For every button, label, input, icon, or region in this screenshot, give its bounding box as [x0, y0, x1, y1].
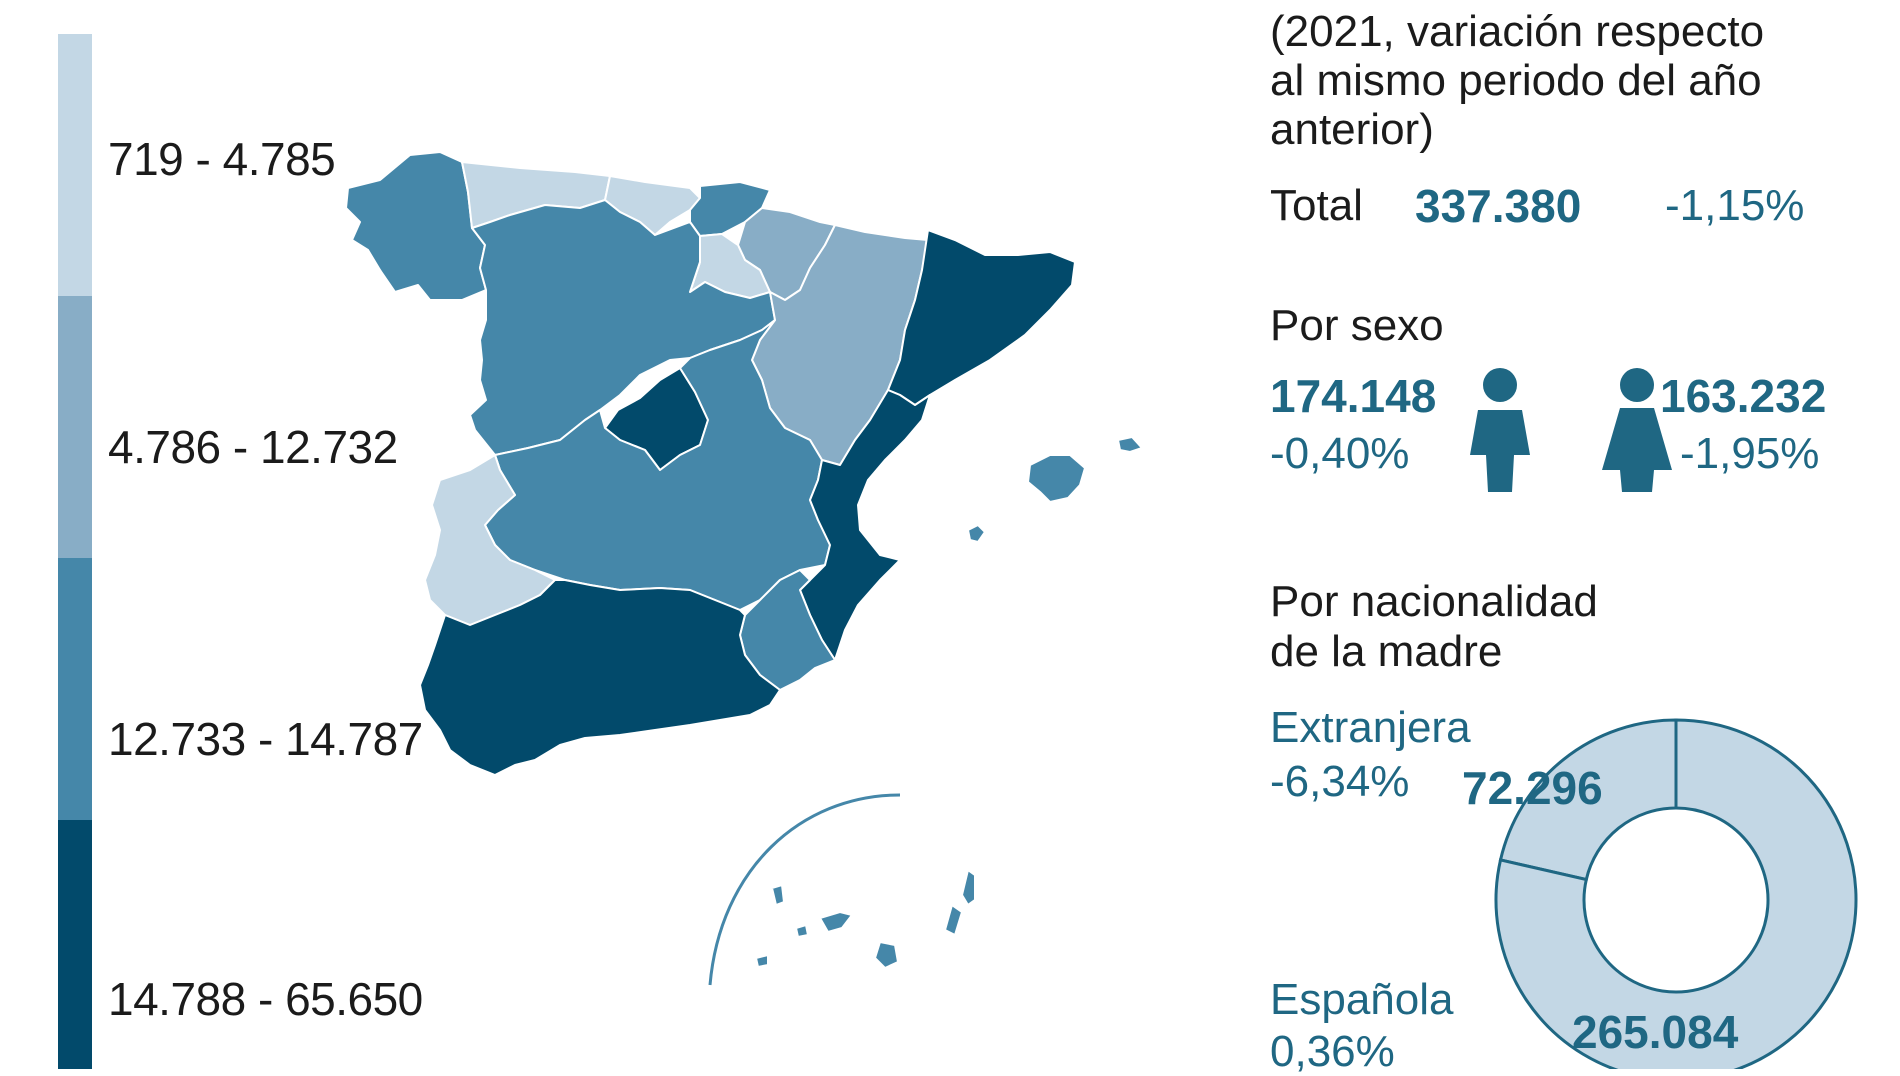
region-baleares-menorca	[1117, 436, 1143, 453]
woman-icon	[1602, 368, 1672, 492]
donut-slice-española	[1494, 718, 1858, 1069]
legend-label-3: 12.733 - 14.787	[108, 713, 423, 765]
region-canarias-gran-canaria	[874, 941, 899, 969]
female-value: 163.232	[1660, 370, 1827, 422]
region-canarias-la-palma	[771, 884, 785, 906]
total-change: -1,15%	[1665, 181, 1805, 230]
legend-label-2: 4.786 - 12.732	[108, 421, 398, 473]
region-canarias-la-gomera	[795, 924, 809, 938]
canarias-inset-arc	[708, 793, 901, 986]
total-label: Total	[1270, 181, 1363, 230]
by-sex-heading: Por sexo	[1270, 301, 1444, 350]
legend-swatch-3	[58, 558, 92, 820]
subtitle-line-1: (2021, variación respecto	[1270, 7, 1765, 56]
legend-swatch-2	[58, 296, 92, 558]
legend-label-1: 719 - 4.785	[108, 133, 336, 185]
region-canarias-el-hierro	[755, 954, 769, 968]
nationality-heading-line-1: Por nacionalidad	[1270, 577, 1598, 626]
legend-swatch-4	[58, 820, 92, 1069]
foreign-value: 72.296	[1462, 762, 1603, 814]
region-andalucia	[419, 579, 781, 776]
female-change: -1,95%	[1680, 429, 1820, 478]
total-value: 337.380	[1415, 180, 1582, 232]
nationality-heading-line-2: de la madre	[1270, 627, 1503, 676]
spanish-label: Española	[1270, 975, 1454, 1024]
region-valenciana	[799, 389, 931, 661]
region-cataluna	[887, 229, 1076, 406]
donut-slice-extranjera	[1498, 718, 1678, 882]
male-change: -0,40%	[1270, 429, 1410, 478]
foreign-change: -6,34%	[1270, 757, 1410, 806]
subtitle-line-2: al mismo periodo del año	[1270, 56, 1762, 105]
region-galicia	[345, 151, 487, 301]
legend-swatch-1	[58, 34, 92, 296]
spanish-change: 0,36%	[1270, 1027, 1395, 1076]
region-canarias-lanzarote	[961, 869, 976, 906]
region-canarias-fuerteventura	[944, 904, 963, 936]
spanish-value: 265.084	[1572, 1006, 1739, 1058]
male-value: 174.148	[1270, 370, 1437, 422]
foreign-label: Extranjera	[1270, 703, 1471, 752]
nationality-donut-chart	[1494, 718, 1858, 1069]
region-canarias-tenerife	[819, 911, 853, 933]
legend-label-4: 14.788 - 65.650	[108, 973, 423, 1025]
subtitle-line-3: anterior)	[1270, 105, 1434, 154]
region-baleares-mallorca	[1027, 454, 1086, 503]
region-baleares-ibiza	[967, 524, 986, 543]
man-icon	[1470, 368, 1530, 492]
